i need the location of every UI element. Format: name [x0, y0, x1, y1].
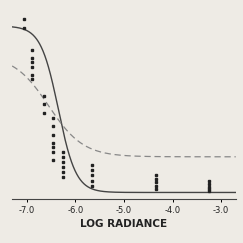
X-axis label: LOG RADIANCE: LOG RADIANCE [80, 219, 167, 229]
